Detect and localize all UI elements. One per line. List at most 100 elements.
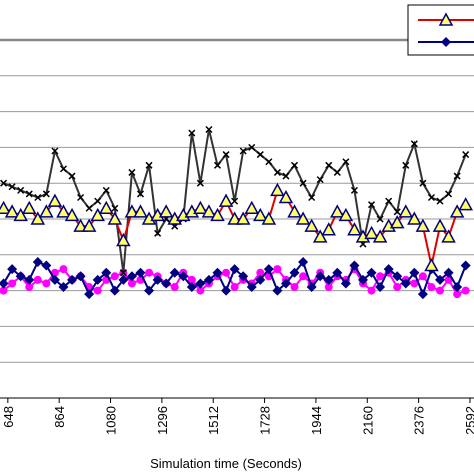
marker xyxy=(324,283,333,292)
marker xyxy=(118,274,129,285)
marker xyxy=(231,197,239,205)
x-tick-label: 864 xyxy=(52,406,67,428)
marker xyxy=(49,274,60,285)
marker xyxy=(445,190,453,198)
marker xyxy=(124,204,140,218)
marker xyxy=(256,268,265,277)
marker xyxy=(75,271,86,282)
marker xyxy=(169,267,180,278)
marker xyxy=(385,197,393,205)
marker xyxy=(0,179,8,187)
marker xyxy=(282,172,290,180)
marker xyxy=(402,161,410,169)
marker xyxy=(126,271,137,282)
marker xyxy=(201,204,217,218)
marker xyxy=(239,147,247,155)
marker xyxy=(342,158,350,166)
marker xyxy=(244,200,260,215)
marker xyxy=(111,204,119,212)
marker xyxy=(90,207,105,222)
marker xyxy=(15,271,26,282)
marker xyxy=(222,151,230,159)
x-tick-label: 1296 xyxy=(155,406,170,435)
marker xyxy=(186,282,197,293)
marker xyxy=(0,200,11,215)
x-axis-label: Simulation time (Seconds) xyxy=(150,456,302,471)
marker xyxy=(187,275,196,284)
marker xyxy=(8,183,16,191)
marker xyxy=(340,278,351,289)
marker xyxy=(460,260,471,271)
marker xyxy=(347,222,362,236)
marker xyxy=(278,189,294,204)
marker xyxy=(372,229,388,243)
marker xyxy=(435,274,446,285)
marker xyxy=(64,207,80,222)
marker xyxy=(196,179,204,187)
marker xyxy=(350,186,358,194)
marker xyxy=(389,215,405,229)
marker xyxy=(357,274,368,285)
marker xyxy=(367,286,376,295)
marker xyxy=(213,161,222,169)
marker xyxy=(21,200,37,215)
marker xyxy=(308,193,316,202)
marker xyxy=(287,204,302,218)
marker xyxy=(203,274,214,285)
marker xyxy=(289,267,300,278)
marker xyxy=(196,286,205,295)
x-tick-label: 1512 xyxy=(206,406,221,435)
marker xyxy=(332,267,343,278)
marker xyxy=(409,267,420,278)
marker xyxy=(398,204,414,218)
marker xyxy=(265,158,273,166)
marker xyxy=(119,269,127,277)
marker xyxy=(30,211,46,225)
marker xyxy=(246,282,257,293)
marker xyxy=(235,211,251,225)
marker xyxy=(145,268,154,277)
marker xyxy=(73,218,88,232)
marker xyxy=(290,283,299,292)
marker xyxy=(417,289,428,300)
marker xyxy=(441,229,456,243)
x-tick-label: 2376 xyxy=(412,406,427,435)
marker xyxy=(280,278,291,289)
marker xyxy=(107,211,123,225)
marker xyxy=(193,200,208,215)
marker xyxy=(427,283,436,292)
marker xyxy=(81,218,97,232)
marker xyxy=(376,215,384,223)
marker xyxy=(77,193,85,202)
marker xyxy=(458,197,473,211)
marker xyxy=(427,193,435,202)
marker xyxy=(205,125,213,134)
marker xyxy=(272,285,283,296)
marker xyxy=(17,186,25,194)
marker xyxy=(0,278,9,289)
marker xyxy=(304,218,319,232)
series xyxy=(0,182,473,272)
marker xyxy=(400,278,411,289)
marker xyxy=(290,161,299,169)
marker xyxy=(188,129,196,137)
marker xyxy=(221,285,232,296)
marker xyxy=(306,282,317,293)
x-tick-label: 648 xyxy=(1,406,16,428)
marker xyxy=(253,207,268,222)
marker xyxy=(32,256,43,267)
marker xyxy=(461,286,470,295)
marker xyxy=(116,232,131,247)
marker xyxy=(298,256,309,267)
x-tick-label: 2592 xyxy=(463,406,474,435)
marker xyxy=(170,283,179,292)
marker xyxy=(452,282,463,293)
series xyxy=(0,256,471,300)
marker xyxy=(443,267,454,278)
marker xyxy=(34,193,42,202)
marker xyxy=(7,264,18,275)
marker xyxy=(33,275,42,284)
marker xyxy=(59,265,68,274)
marker xyxy=(316,176,324,184)
marker xyxy=(453,290,462,299)
